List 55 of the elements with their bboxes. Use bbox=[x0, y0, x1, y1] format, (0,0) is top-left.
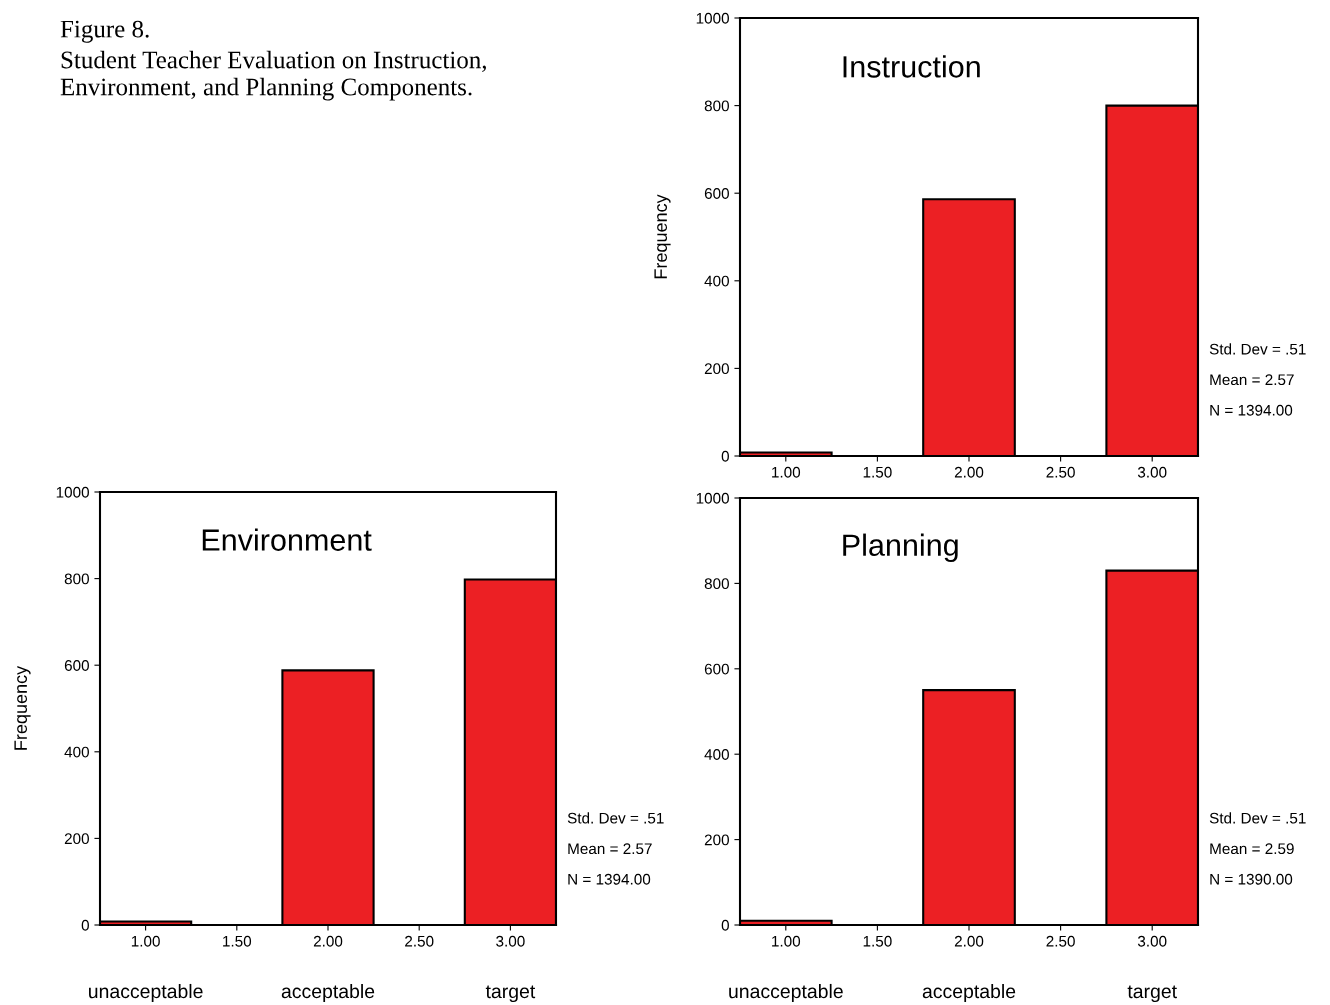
y-axis-title: Frequency bbox=[654, 194, 671, 279]
text: target bbox=[485, 985, 536, 1003]
x-tick-label: 2.50 bbox=[1046, 935, 1075, 947]
x-tick-label: 2.00 bbox=[313, 935, 343, 947]
x-tick-label: 3.00 bbox=[1137, 935, 1167, 947]
text: acceptable bbox=[922, 983, 1016, 1003]
y-tick-label: 200 bbox=[704, 363, 729, 375]
y-tick-label: 200 bbox=[64, 833, 89, 845]
text: N = 1394.00 bbox=[1210, 404, 1293, 416]
y-tick-label: 400 bbox=[64, 746, 89, 758]
x-tick-label: 2.50 bbox=[405, 935, 434, 947]
text: Planning bbox=[843, 533, 958, 563]
text: Student Teacher Evaluation on Instruction, Environment, and Planning Components. bbox=[60, 50, 486, 101]
y-tick-label: 400 bbox=[704, 275, 729, 287]
text: N = 1390.00 bbox=[1210, 873, 1293, 885]
y-tick-label: 600 bbox=[704, 188, 729, 199]
x-tick-label: 1.00 bbox=[131, 935, 160, 947]
y-tick-label: 800 bbox=[704, 578, 729, 590]
y-tick-label: 0 bbox=[721, 450, 729, 462]
y-tick-label: 0 bbox=[81, 919, 89, 931]
x-tick-label: 1.50 bbox=[863, 935, 892, 947]
x-tick-label: 1.00 bbox=[772, 935, 801, 947]
text: acceptable bbox=[281, 983, 375, 1003]
y-tick-label: 1000 bbox=[696, 12, 729, 24]
y-axis-title: Frequency bbox=[14, 665, 31, 750]
text: unacceptable bbox=[89, 983, 203, 1003]
x-tick-label: 3.00 bbox=[496, 935, 525, 947]
text: Std. Dev = .51 bbox=[567, 812, 664, 824]
y-tick-label: 400 bbox=[704, 749, 729, 760]
x-tick-label: 2.00 bbox=[954, 935, 984, 947]
x-tick-label: 1.00 bbox=[772, 466, 801, 478]
y-tick-label: 0 bbox=[721, 919, 729, 931]
text: target bbox=[1127, 985, 1177, 1003]
x-tick-label: 3.00 bbox=[1137, 466, 1167, 478]
text: Mean = 2.57 bbox=[1210, 374, 1294, 386]
text: Std. Dev = .51 bbox=[1209, 343, 1306, 355]
text: Instruction bbox=[843, 55, 980, 78]
text: Std. Dev = .51 bbox=[1209, 812, 1306, 824]
text: unacceptable bbox=[729, 983, 843, 1003]
y-tick-label: 600 bbox=[704, 663, 729, 675]
y-tick-label: 800 bbox=[704, 100, 729, 112]
text: N = 1394.00 bbox=[568, 873, 651, 885]
text: Environment bbox=[202, 528, 372, 551]
text: Figure 8. bbox=[60, 20, 149, 43]
x-tick-label: 2.00 bbox=[954, 466, 984, 478]
text: Mean = 2.57 bbox=[568, 843, 652, 855]
y-tick-label: 1000 bbox=[56, 486, 89, 498]
y-tick-label: 1000 bbox=[696, 492, 729, 504]
x-tick-label: 1.50 bbox=[863, 466, 892, 478]
y-tick-label: 600 bbox=[64, 660, 89, 671]
y-tick-label: 800 bbox=[64, 573, 89, 585]
text: Mean = 2.59 bbox=[1210, 843, 1294, 855]
y-tick-label: 200 bbox=[704, 834, 729, 846]
x-tick-label: 2.50 bbox=[1046, 466, 1075, 478]
x-tick-label: 1.50 bbox=[223, 935, 252, 947]
